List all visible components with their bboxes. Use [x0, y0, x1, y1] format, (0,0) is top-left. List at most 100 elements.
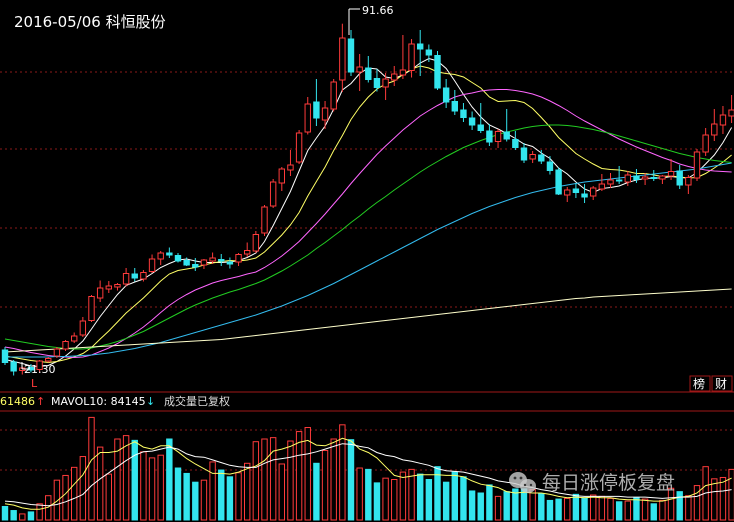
candle — [261, 205, 268, 236]
volume-bar — [546, 499, 554, 521]
volume-bar — [174, 467, 182, 521]
candle-body — [252, 234, 260, 252]
candle — [650, 170, 657, 181]
candle — [451, 90, 459, 115]
volume-bar — [615, 501, 623, 521]
candle-body — [460, 109, 467, 118]
volume-bar — [19, 513, 26, 521]
tab-cai[interactable]: 财 — [711, 375, 733, 392]
candle-body — [183, 260, 190, 266]
candle — [633, 169, 640, 183]
candle-body — [434, 55, 441, 89]
volume-bar — [105, 473, 112, 521]
ma30-line — [4, 124, 732, 350]
candle — [399, 35, 407, 79]
candle-body — [200, 259, 208, 266]
volume-bar — [520, 488, 528, 521]
mavol5-value: 61486 — [0, 395, 35, 408]
volume-bar — [451, 471, 459, 521]
candle-body — [486, 130, 493, 143]
candle — [529, 151, 536, 163]
candle-body — [546, 161, 554, 171]
candle — [356, 54, 363, 91]
volume-bar — [477, 492, 484, 521]
candle-body — [615, 179, 623, 182]
candle — [590, 186, 597, 200]
candle — [685, 175, 692, 194]
candle — [347, 30, 355, 76]
candle-body — [728, 109, 734, 117]
candle-body — [174, 255, 182, 262]
candle — [659, 175, 666, 184]
candle — [71, 332, 78, 343]
candle — [408, 39, 415, 78]
candle-body — [607, 179, 614, 185]
candle — [183, 257, 190, 266]
candle-body — [356, 66, 363, 73]
candle-body — [425, 49, 433, 56]
volume-bar — [494, 495, 502, 521]
candle-body — [105, 285, 112, 290]
volume-bar — [607, 497, 614, 521]
volume-bar — [339, 424, 346, 521]
wechat-icon — [509, 472, 536, 493]
candle — [728, 95, 734, 123]
volume-bar — [667, 487, 675, 521]
candle-body — [477, 124, 484, 131]
volume-bar — [278, 463, 286, 521]
candle — [442, 79, 450, 108]
volume-bar — [114, 438, 121, 521]
candle-body — [494, 131, 502, 142]
candle — [538, 150, 545, 164]
candle — [555, 167, 562, 195]
candle-body — [633, 175, 640, 180]
candle — [166, 247, 173, 258]
candle-body — [693, 151, 701, 179]
volume-bar — [564, 497, 571, 521]
high-price-label: 91.66 — [362, 4, 394, 17]
volume-bar — [529, 489, 536, 521]
candle — [79, 317, 87, 337]
volume-bar — [244, 462, 251, 521]
volume-bar — [659, 499, 666, 521]
candle — [209, 252, 216, 264]
tab-cai-label: 财 — [715, 377, 727, 391]
volume-bar — [711, 478, 718, 521]
low-marker: 21.30 L — [21, 362, 56, 390]
candle — [53, 347, 61, 358]
candle — [711, 109, 718, 141]
volume-bar — [633, 497, 640, 521]
candle-body — [79, 320, 87, 336]
candle-body — [148, 258, 156, 272]
candle-body — [62, 341, 69, 350]
candle-body — [1, 349, 9, 363]
candle — [365, 56, 372, 83]
candle-body — [365, 67, 372, 80]
volume-bar — [503, 491, 510, 521]
candle-body — [313, 101, 320, 119]
candle-body — [659, 175, 666, 180]
candle-body — [261, 206, 268, 234]
volume-bar — [391, 479, 398, 521]
candle-body — [598, 183, 606, 190]
volume-bar — [581, 497, 588, 521]
candle-body — [529, 154, 536, 160]
candle — [140, 270, 147, 282]
candle — [295, 130, 303, 164]
candle-body — [702, 134, 709, 153]
candle — [572, 183, 580, 198]
volume-bar — [408, 468, 415, 521]
volume-bar — [321, 449, 329, 521]
volume-bar — [417, 473, 424, 521]
candle-body — [442, 87, 450, 103]
candle — [287, 150, 294, 176]
candle-body — [564, 189, 571, 196]
tab-bang[interactable]: 榜 — [689, 375, 711, 392]
candle — [304, 97, 311, 135]
volume-bar — [235, 472, 242, 521]
candle-body — [503, 131, 510, 140]
candle — [425, 44, 433, 62]
candle-body — [295, 132, 303, 163]
candle — [468, 111, 476, 130]
candle-body — [408, 43, 415, 71]
